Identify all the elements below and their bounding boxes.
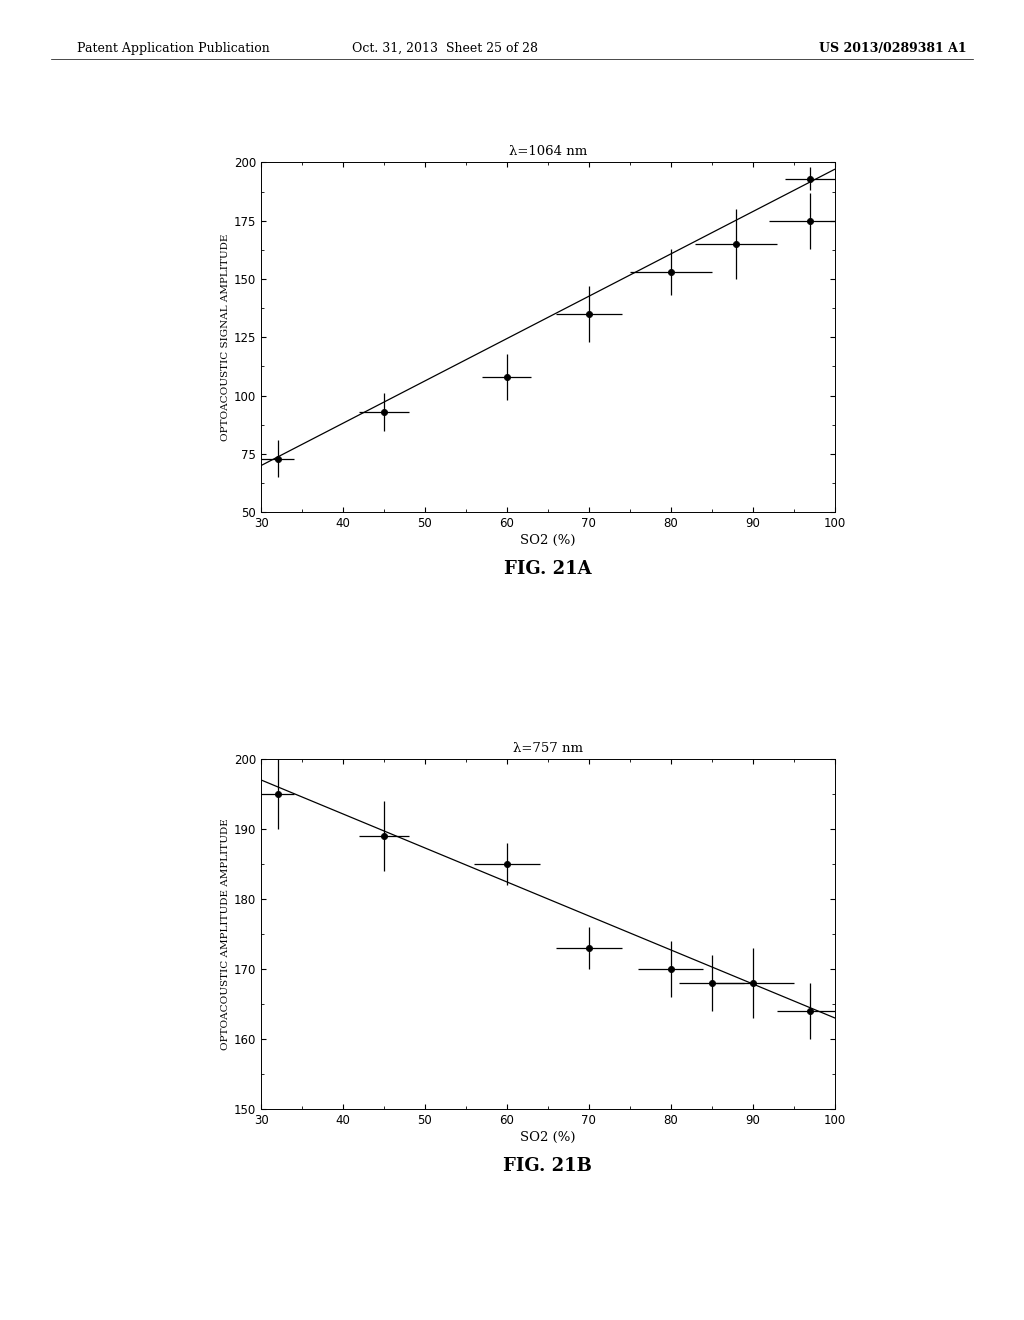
Text: FIG. 21A: FIG. 21A [504,560,592,578]
X-axis label: SO2 (%): SO2 (%) [520,1131,575,1144]
Title: λ=1064 nm: λ=1064 nm [509,145,587,158]
Text: Patent Application Publication: Patent Application Publication [77,42,269,55]
Y-axis label: OPTOACOUSTIC SIGNAL AMPLITUDE: OPTOACOUSTIC SIGNAL AMPLITUDE [221,234,229,441]
Text: US 2013/0289381 A1: US 2013/0289381 A1 [819,42,967,55]
Y-axis label: OPTOACOUSTIC AMPLITUDE AMPLITUDE: OPTOACOUSTIC AMPLITUDE AMPLITUDE [221,818,229,1049]
Text: Oct. 31, 2013  Sheet 25 of 28: Oct. 31, 2013 Sheet 25 of 28 [352,42,539,55]
Text: FIG. 21B: FIG. 21B [504,1156,592,1175]
Title: λ=757 nm: λ=757 nm [513,742,583,755]
X-axis label: SO2 (%): SO2 (%) [520,535,575,548]
